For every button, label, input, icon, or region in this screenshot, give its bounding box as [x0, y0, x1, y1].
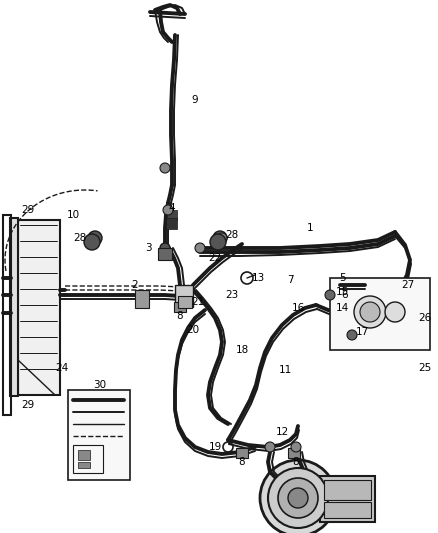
Circle shape	[213, 231, 227, 245]
Text: 28: 28	[226, 230, 239, 240]
Text: 13: 13	[251, 273, 265, 283]
Text: 19: 19	[208, 442, 222, 452]
Circle shape	[260, 460, 336, 533]
Text: 8: 8	[239, 457, 245, 467]
Text: 23: 23	[226, 290, 239, 300]
Text: 8: 8	[293, 457, 299, 467]
Circle shape	[84, 234, 100, 250]
Circle shape	[288, 488, 308, 508]
Text: 17: 17	[355, 327, 369, 337]
Circle shape	[347, 330, 357, 340]
Bar	[10, 218, 18, 396]
Bar	[167, 210, 177, 220]
Bar	[178, 296, 192, 308]
Bar	[78, 450, 90, 460]
Bar	[324, 502, 371, 518]
Text: 3: 3	[145, 243, 151, 253]
Bar	[158, 248, 172, 260]
Bar	[324, 480, 371, 500]
Circle shape	[160, 243, 170, 253]
Circle shape	[88, 231, 102, 245]
Bar	[175, 285, 193, 307]
Bar	[18, 220, 60, 395]
Text: 9: 9	[192, 95, 198, 105]
Circle shape	[291, 442, 301, 452]
Bar	[174, 302, 186, 312]
Text: 4: 4	[169, 203, 175, 213]
Text: 7: 7	[287, 275, 293, 285]
Circle shape	[278, 478, 318, 518]
Bar	[68, 390, 130, 480]
Bar	[166, 218, 177, 229]
Bar	[3, 215, 11, 415]
Text: 29: 29	[21, 400, 35, 410]
Circle shape	[325, 290, 335, 300]
Text: 14: 14	[336, 303, 349, 313]
Text: 21: 21	[191, 297, 205, 307]
Text: 29: 29	[21, 205, 35, 215]
Circle shape	[217, 233, 227, 243]
Circle shape	[385, 302, 405, 322]
Text: 24: 24	[55, 363, 69, 373]
Circle shape	[163, 205, 173, 215]
Circle shape	[354, 296, 386, 328]
Text: 30: 30	[93, 380, 106, 390]
Bar	[330, 278, 430, 350]
Circle shape	[160, 163, 170, 173]
Text: 10: 10	[67, 210, 80, 220]
Text: 27: 27	[401, 280, 415, 290]
Text: 2: 2	[132, 280, 138, 290]
Circle shape	[360, 302, 380, 322]
Bar	[320, 476, 375, 522]
Text: 12: 12	[276, 427, 289, 437]
Bar	[288, 448, 300, 458]
Text: 1: 1	[307, 223, 313, 233]
Text: 5: 5	[340, 273, 346, 283]
Text: 15: 15	[336, 287, 349, 297]
Text: 20: 20	[187, 325, 200, 335]
Circle shape	[210, 234, 226, 250]
Text: 26: 26	[418, 313, 431, 323]
Bar	[135, 290, 149, 308]
Bar	[78, 462, 90, 468]
Text: 18: 18	[235, 345, 249, 355]
Text: 11: 11	[279, 365, 292, 375]
Circle shape	[268, 468, 328, 528]
Bar	[73, 445, 103, 473]
Text: 16: 16	[291, 303, 304, 313]
Text: 25: 25	[418, 363, 431, 373]
Text: 22: 22	[208, 253, 222, 263]
Text: 28: 28	[74, 233, 87, 243]
Circle shape	[265, 442, 275, 452]
Text: 8: 8	[177, 311, 184, 321]
Bar	[236, 448, 248, 458]
Circle shape	[195, 243, 205, 253]
Text: 6: 6	[342, 290, 348, 300]
